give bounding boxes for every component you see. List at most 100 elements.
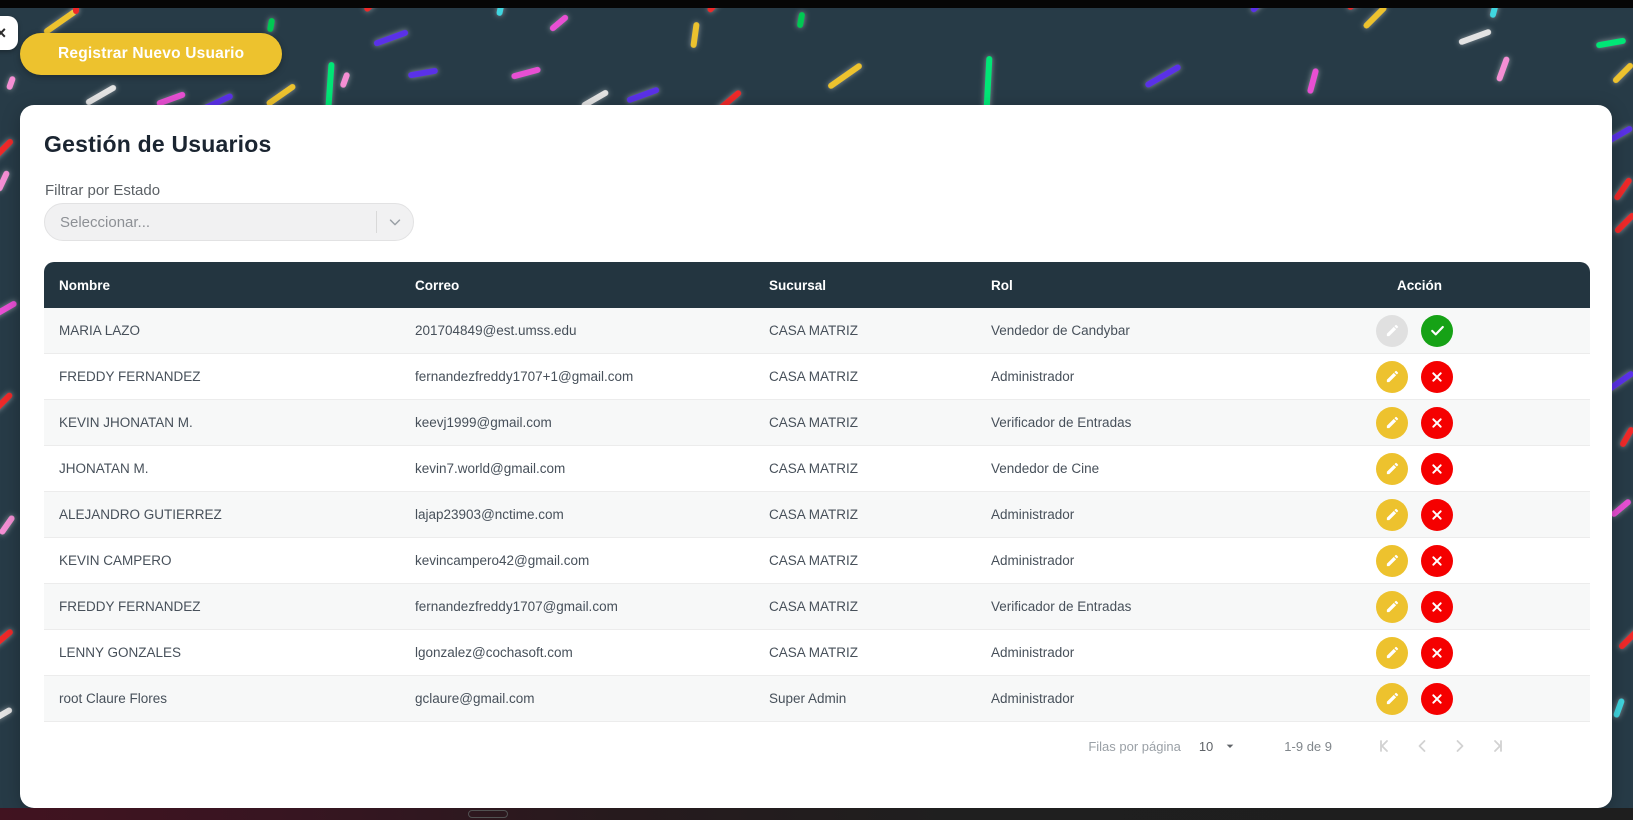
pencil-icon — [1385, 461, 1400, 476]
pencil-icon — [1385, 553, 1400, 568]
cell-accion — [1360, 314, 1590, 347]
cell-sucursal: CASA MATRIZ — [769, 369, 859, 384]
select-divider — [376, 211, 377, 233]
deactivate-user-button[interactable] — [1421, 360, 1453, 393]
x-icon — [1429, 369, 1445, 385]
x-icon — [1429, 691, 1445, 707]
rows-per-page-value[interactable]: 10 — [1198, 738, 1214, 754]
column-header-rol: Rol — [991, 277, 1013, 293]
pagination-range-label: 1-9 de 9 — [1284, 738, 1332, 754]
cell-correo: lgonzalez@cochasoft.com — [415, 645, 573, 660]
cell-nombre: ALEJANDRO GUTIERREZ — [59, 507, 222, 522]
cell-correo: fernandezfreddy1707@gmail.com — [415, 599, 618, 614]
table-row: LENNY GONZALES lgonzalez@cochasoft.com C… — [44, 630, 1590, 676]
cell-sucursal: CASA MATRIZ — [769, 323, 859, 338]
cell-correo: lajap23903@nctime.com — [415, 507, 564, 522]
deactivate-user-button[interactable] — [1421, 498, 1453, 531]
cell-rol: Administrador — [991, 645, 1075, 660]
drawer-close-button[interactable]: × — [0, 16, 18, 50]
cell-nombre: JHONATAN M. — [59, 461, 149, 476]
deactivate-user-button[interactable] — [1421, 544, 1453, 577]
x-icon — [1429, 599, 1445, 615]
cell-correo: kevincampero42@gmail.com — [415, 553, 590, 568]
edit-user-button[interactable] — [1376, 498, 1408, 531]
pencil-icon — [1385, 691, 1400, 706]
edit-user-button[interactable] — [1376, 682, 1408, 715]
table-row: KEVIN CAMPERO kevincampero42@gmail.com C… — [44, 538, 1590, 584]
check-icon — [1429, 322, 1446, 339]
register-new-user-button[interactable]: Registrar Nuevo Usuario — [20, 33, 283, 75]
deactivate-user-button[interactable] — [1421, 636, 1453, 669]
table-row: JHONATAN M. kevin7.world@gmail.com CASA … — [44, 446, 1590, 492]
table-row: ALEJANDRO GUTIERREZ lajap23903@nctime.co… — [44, 492, 1590, 538]
last-page-icon[interactable] — [1486, 734, 1510, 758]
x-icon — [1429, 461, 1445, 477]
column-header-accion: Acción — [1397, 277, 1443, 293]
cell-accion — [1360, 406, 1590, 439]
column-header-sucursal: Sucursal — [769, 277, 827, 293]
top-black-bar — [0, 0, 1633, 8]
cell-sucursal: CASA MATRIZ — [769, 415, 859, 430]
table-row: FREDDY FERNANDEZ fernandezfreddy1707@gma… — [44, 584, 1590, 630]
x-icon — [1429, 507, 1445, 523]
column-header-correo: Correo — [415, 277, 460, 293]
table-header-row: Nombre Correo Sucursal Rol Acción — [44, 262, 1590, 308]
edit-user-button[interactable] — [1376, 406, 1408, 439]
pencil-icon — [1385, 599, 1400, 614]
edit-user-button[interactable] — [1376, 360, 1408, 393]
edit-user-button[interactable] — [1376, 636, 1408, 669]
cell-correo: fernandezfreddy1707+1@gmail.com — [415, 369, 634, 384]
cell-sucursal: CASA MATRIZ — [769, 645, 859, 660]
cell-rol: Vendedor de Cine — [991, 461, 1100, 476]
x-icon — [1429, 553, 1445, 569]
chevron-left-icon[interactable] — [1410, 734, 1434, 758]
cell-accion — [1360, 590, 1590, 623]
pencil-icon — [1385, 415, 1400, 430]
users-management-card: Gestión de Usuarios Filtrar por Estado S… — [20, 105, 1612, 808]
cell-sucursal: CASA MATRIZ — [769, 461, 859, 476]
pencil-icon — [1385, 323, 1400, 338]
column-header-nombre: Nombre — [59, 277, 111, 293]
deactivate-user-button[interactable] — [1421, 682, 1453, 715]
state-filter-placeholder: Seleccionar... — [60, 213, 151, 231]
chevron-right-icon[interactable] — [1448, 734, 1472, 758]
table-row: MARIA LAZO 201704849@est.umss.edu CASA M… — [44, 308, 1590, 354]
cell-correo: 201704849@est.umss.edu — [415, 323, 577, 338]
chevron-down-icon[interactable] — [377, 213, 413, 231]
cell-nombre: MARIA LAZO — [59, 323, 141, 338]
cell-rol: Administrador — [991, 553, 1075, 568]
cell-nombre: KEVIN CAMPERO — [59, 553, 172, 568]
cell-sucursal: Super Admin — [769, 691, 847, 706]
cell-nombre: FREDDY FERNANDEZ — [59, 369, 201, 384]
deactivate-user-button[interactable] — [1421, 406, 1453, 439]
pencil-icon — [1385, 645, 1400, 660]
bottom-taskbar — [0, 808, 1633, 820]
table-row: root Claure Flores gclaure@gmail.com Sup… — [44, 676, 1590, 722]
close-icon: × — [0, 22, 7, 43]
users-table: Nombre Correo Sucursal Rol Acción MARIA … — [44, 262, 1590, 770]
pagination-bar: Filas por página 10 1-9 de 9 — [44, 722, 1590, 770]
cell-sucursal: CASA MATRIZ — [769, 507, 859, 522]
x-icon — [1429, 645, 1445, 661]
cell-accion — [1360, 682, 1590, 715]
cell-accion — [1360, 636, 1590, 669]
rows-per-page-label: Filas por página — [1088, 738, 1181, 754]
cell-rol: Administrador — [991, 369, 1075, 384]
table-row: KEVIN JHONATAN M. keevj1999@gmail.com CA… — [44, 400, 1590, 446]
pencil-icon — [1385, 507, 1400, 522]
caret-down-icon[interactable] — [1222, 738, 1238, 754]
edit-user-button[interactable] — [1376, 590, 1408, 623]
edit-user-button[interactable] — [1376, 544, 1408, 577]
cell-correo: kevin7.world@gmail.com — [415, 461, 566, 476]
first-page-icon[interactable] — [1372, 734, 1396, 758]
deactivate-user-button[interactable] — [1421, 452, 1453, 485]
cell-nombre: KEVIN JHONATAN M. — [59, 415, 193, 430]
cell-accion — [1360, 544, 1590, 577]
cell-nombre: root Claure Flores — [59, 691, 168, 706]
cell-sucursal: CASA MATRIZ — [769, 553, 859, 568]
state-filter-select[interactable]: Seleccionar... — [44, 203, 414, 241]
edit-user-button[interactable] — [1376, 452, 1408, 485]
deactivate-user-button[interactable] — [1421, 590, 1453, 623]
activate-user-button[interactable] — [1421, 314, 1453, 347]
